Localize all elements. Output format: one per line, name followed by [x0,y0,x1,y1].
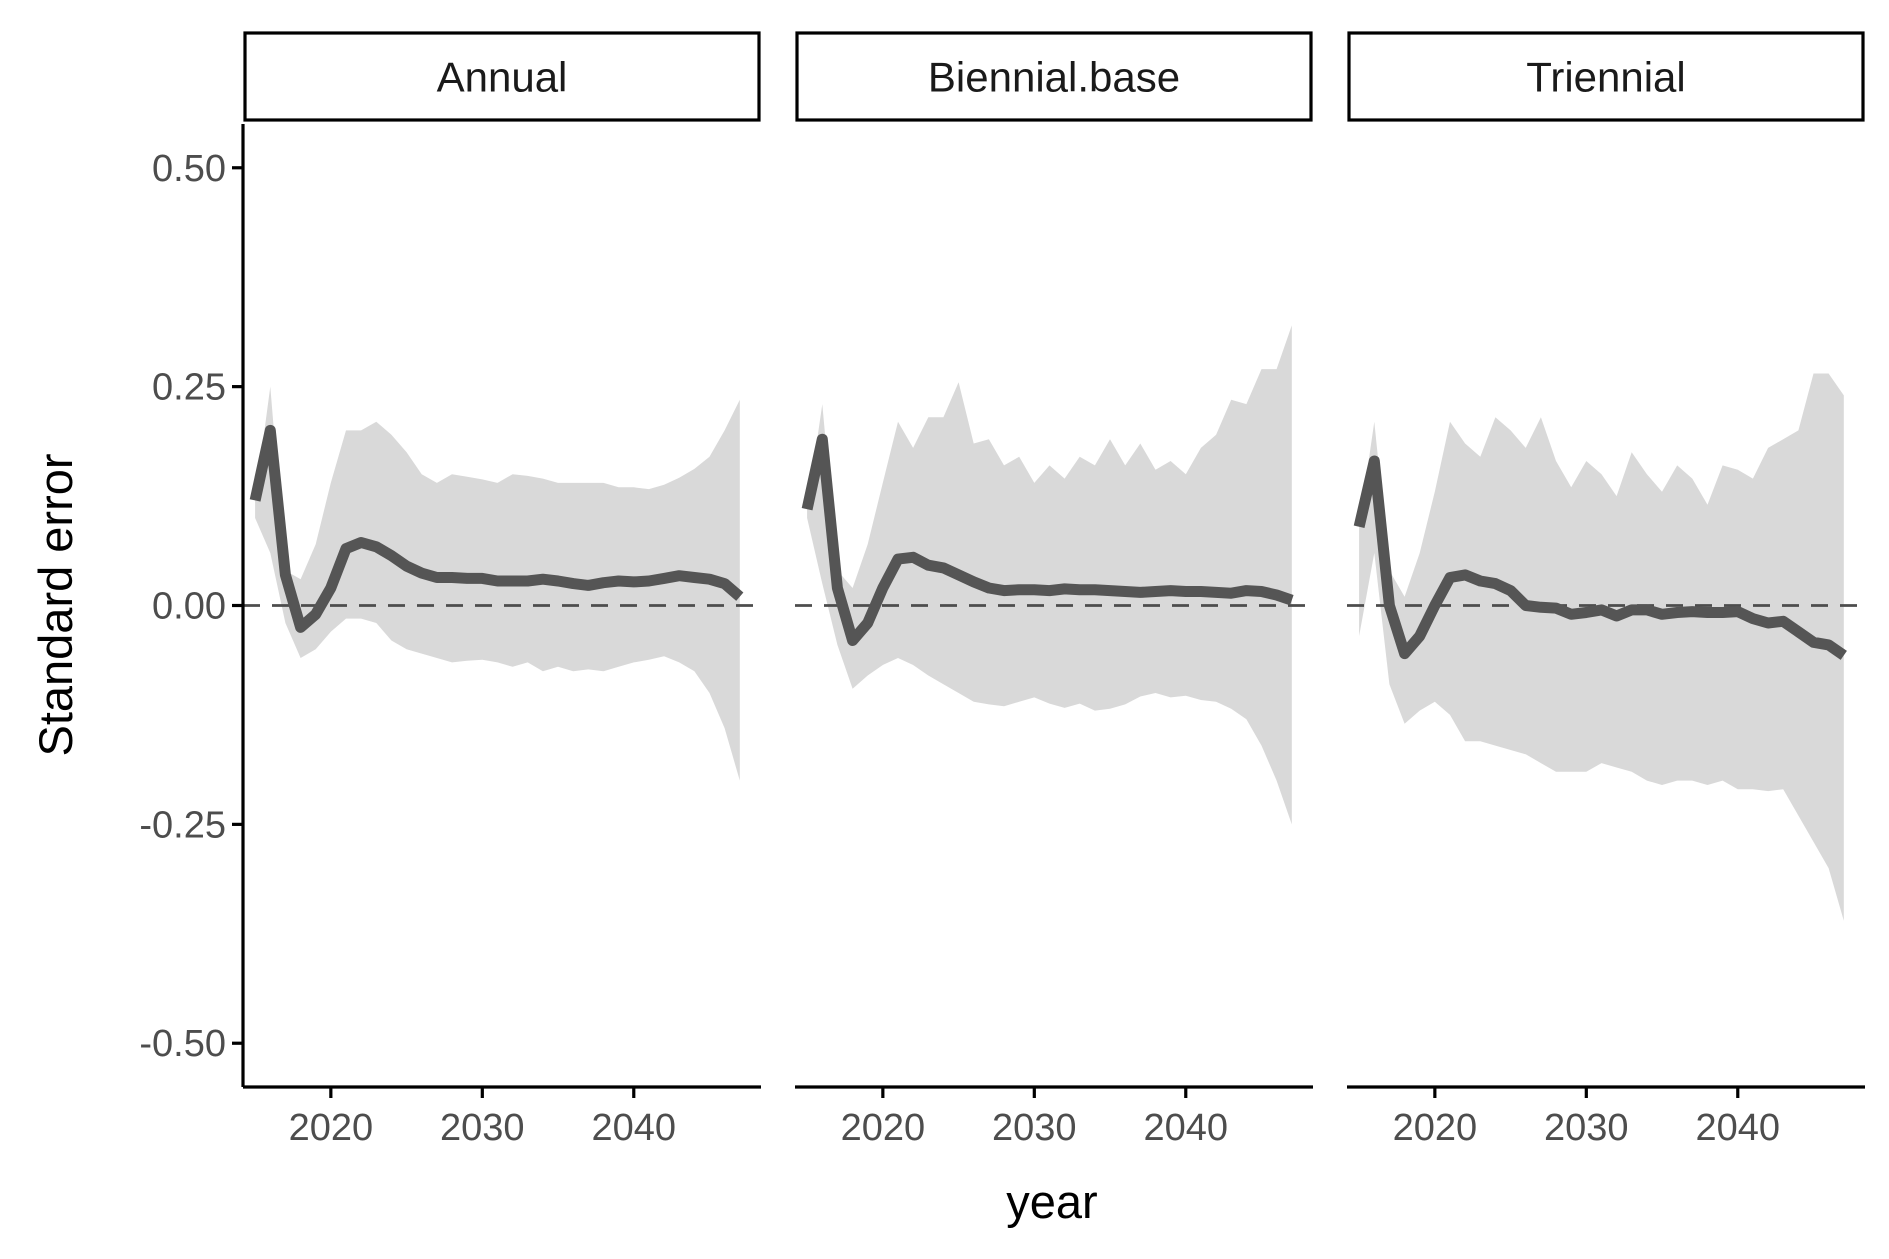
median-line [249,424,744,633]
facet-strip [243,31,761,122]
facet-strip-label: Triennial [1526,54,1686,101]
x-tick-label: 2040 [591,1107,676,1149]
y-tick-label: 0.00 [152,586,226,628]
facet-strip-label: Annual [437,54,568,101]
confidence-ribbon [807,325,1292,825]
x-tick-label: 2030 [1544,1107,1629,1149]
y-tick-label: 0.50 [152,148,226,190]
facet-strip-label: Biennial.base [928,54,1180,101]
x-tick-label: 2020 [289,1107,374,1149]
x-axis-title: year [1006,1175,1097,1228]
panels-layer: Annual 2020 2030 2040 Biennial.base 2020 2030 2… [243,31,1865,1149]
panel-biennial-base: Biennial.base 2020 2030 2040 [795,31,1313,1149]
x-tick-label: 2040 [1695,1107,1780,1149]
y-axis: 0.50 0.25 0.00 -0.25 -0.50 [139,124,245,1087]
median-line [1353,455,1847,660]
x-tick-label: 2030 [440,1107,525,1149]
x-tick-label: 2030 [992,1107,1077,1149]
facet-strip [795,31,1313,122]
y-tick-label: 0.25 [152,367,226,409]
panel-triennial: Triennial 2020 2030 2040 [1347,31,1865,1149]
panel-annual: Annual 2020 2030 2040 [243,31,761,1149]
median-line [801,433,1294,646]
facet-strip [1347,31,1865,122]
x-tick-label: 2020 [1393,1107,1478,1149]
y-tick-label: -0.25 [139,804,226,846]
y-tick-label: -0.50 [139,1023,226,1065]
x-tick-label: 2020 [841,1107,926,1149]
y-axis-title: Standard error [29,453,82,756]
confidence-ribbon [1359,373,1844,921]
x-tick-label: 2040 [1143,1107,1228,1149]
